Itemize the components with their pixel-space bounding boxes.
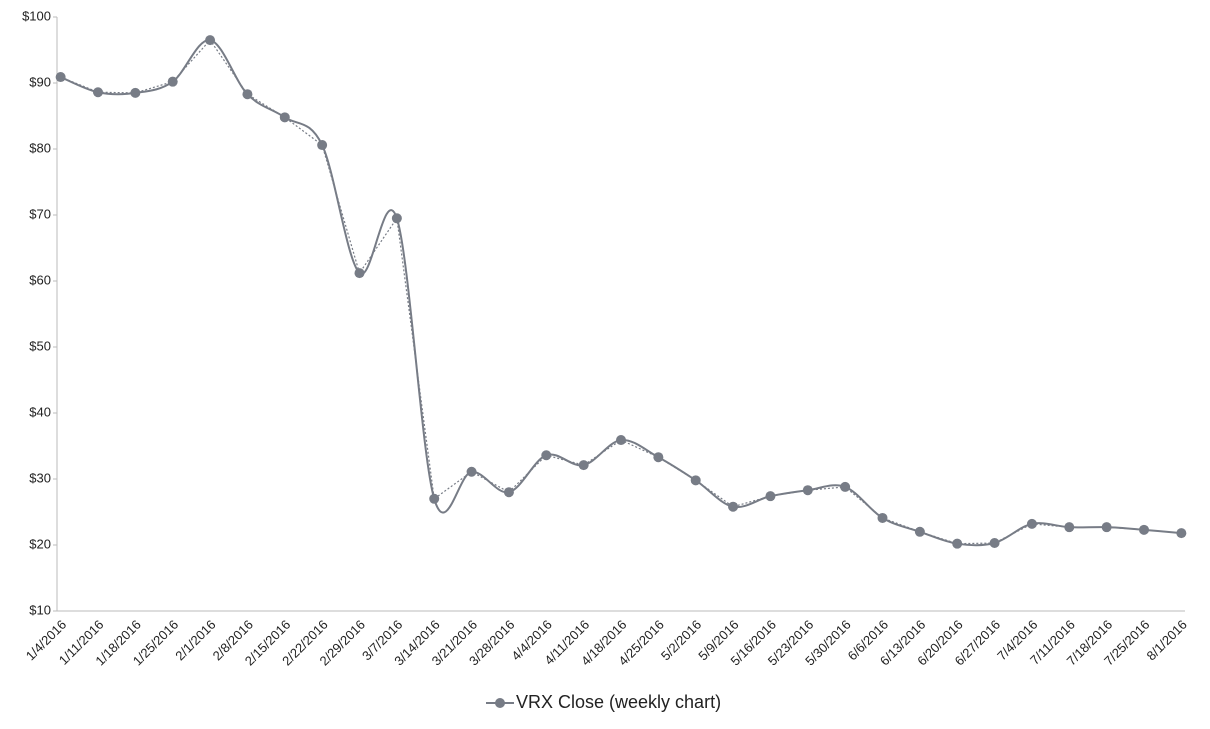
x-tick-label: 8/1/2016 [1144, 617, 1190, 663]
marker [205, 35, 216, 46]
marker [541, 450, 552, 461]
x-tick-label: 5/2/2016 [658, 617, 704, 663]
marker [989, 538, 1000, 549]
line [60, 39, 1182, 547]
marker [391, 213, 402, 224]
y-tick-label: $40 [29, 404, 51, 419]
marker [55, 72, 66, 83]
marker [354, 268, 365, 279]
marker [578, 460, 589, 471]
y-tick-label: $30 [29, 470, 51, 485]
marker [765, 491, 776, 502]
marker [653, 452, 664, 463]
marker [130, 87, 141, 98]
marker [877, 512, 888, 523]
marker [728, 501, 739, 512]
marker [429, 493, 440, 504]
y-tick-label: $90 [29, 74, 51, 89]
marker [242, 89, 253, 100]
y-tick-label: $60 [29, 272, 51, 287]
marker [1026, 518, 1037, 529]
marker [1176, 528, 1187, 539]
y-tick-label: $100 [22, 8, 51, 23]
marker [1101, 522, 1112, 533]
marker [840, 481, 851, 492]
marker [1064, 522, 1075, 533]
marker [466, 466, 477, 477]
y-tick-label: $50 [29, 338, 51, 353]
marker [167, 76, 178, 87]
marker [952, 538, 963, 549]
y-tick-label: $80 [29, 140, 51, 155]
y-tick-label: $20 [29, 536, 51, 551]
marker [616, 435, 626, 446]
x-tick-label: 2/1/2016 [172, 617, 218, 663]
marker [1139, 524, 1150, 535]
legend-marker [495, 698, 505, 708]
legend-label: VRX Close (weekly chart) [516, 692, 721, 712]
marker [802, 485, 813, 496]
marker [317, 140, 328, 151]
y-tick-label: $70 [29, 206, 51, 221]
y-tick-label: $10 [29, 602, 51, 617]
marker [503, 487, 514, 498]
marker [92, 87, 103, 98]
trend-line [60, 39, 1182, 545]
marker [914, 526, 925, 537]
marker [279, 112, 290, 123]
marker [690, 475, 701, 486]
